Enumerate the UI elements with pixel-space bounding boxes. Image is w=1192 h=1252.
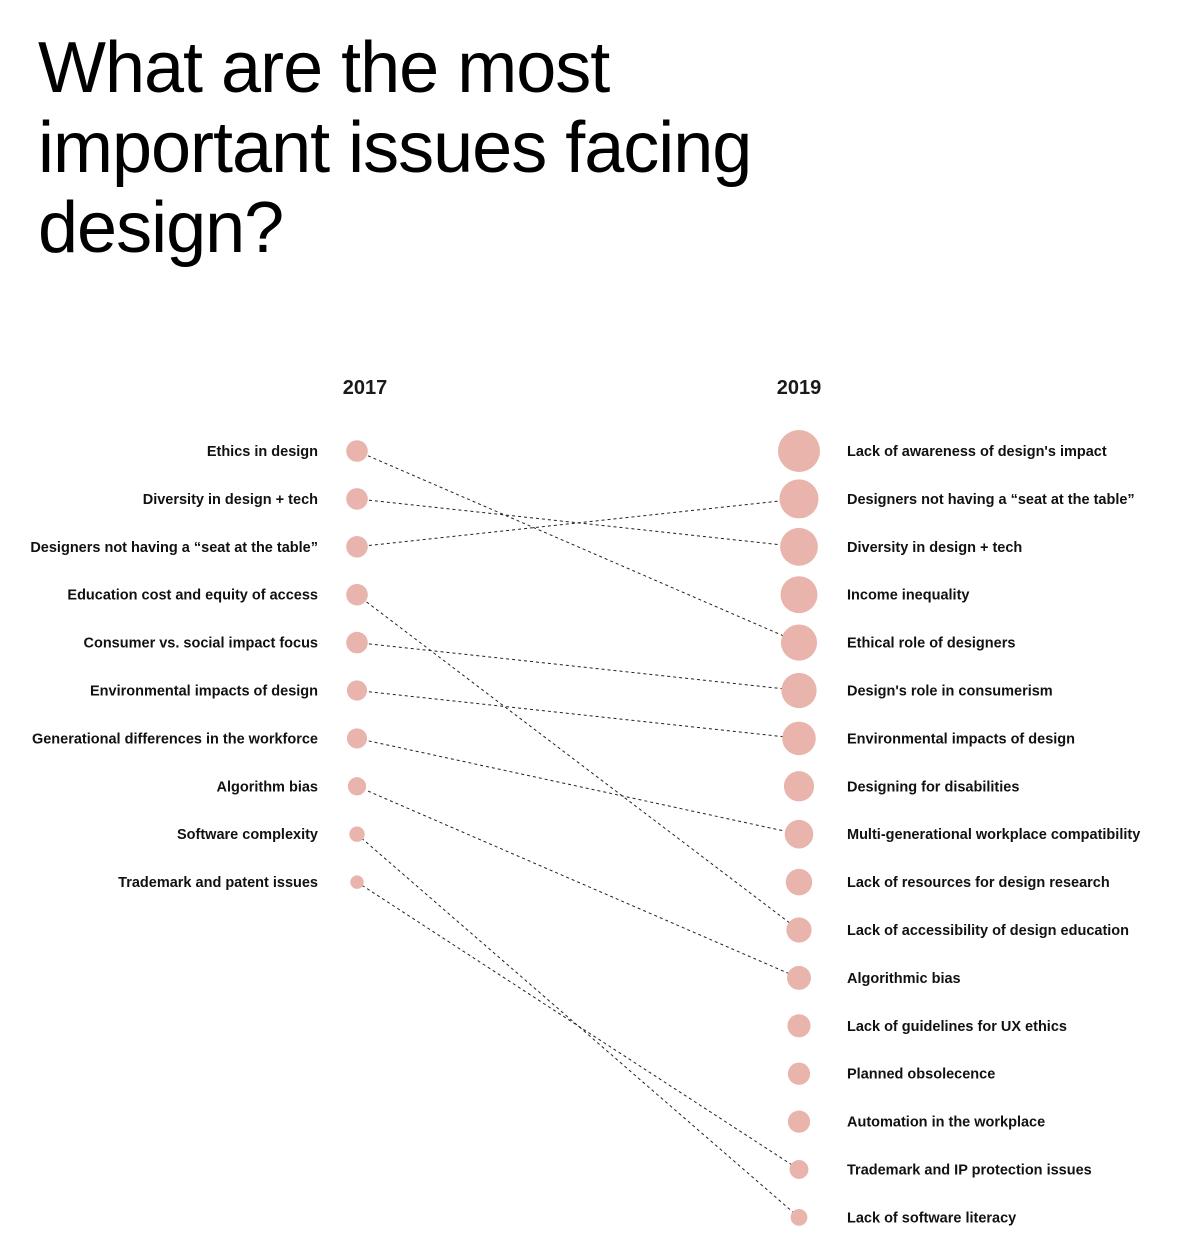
marker-2017: [346, 728, 368, 749]
connector-line: [356, 833, 800, 1218]
label-2017: Education cost and equity of access: [67, 588, 318, 604]
marker-2019: [782, 721, 816, 756]
rank-markers: [346, 430, 820, 1226]
rank-labels: Ethics in design Diversity in design + te…: [30, 444, 1140, 1226]
marker-2019: [787, 965, 811, 990]
label-2017: Designers not having a “seat at the tabl…: [30, 540, 318, 556]
connector-line: [356, 594, 800, 931]
label-2019: Automation in the workplace: [847, 1115, 1045, 1131]
label-2017: Generational differences in the workforc…: [32, 731, 318, 747]
marker-2019: [784, 819, 814, 849]
marker-2017: [350, 875, 364, 889]
label-2019: Lack of accessibility of design educatio…: [847, 923, 1129, 939]
label-2017: Diversity in design + tech: [143, 492, 318, 508]
column-headers: 2017 2019: [343, 377, 822, 399]
connector-line: [356, 785, 800, 979]
marker-2019: [787, 1062, 811, 1085]
connector-lines: [356, 450, 800, 1218]
label-2019: Lack of software literacy: [847, 1210, 1016, 1226]
label-2019: Ethical role of designers: [847, 636, 1015, 652]
connector-line: [356, 642, 800, 691]
connector-line: [356, 737, 800, 835]
marker-2019: [783, 771, 815, 802]
marker-2019: [779, 479, 819, 519]
label-2019: Planned obsolecence: [847, 1067, 995, 1083]
marker-2017: [346, 680, 368, 701]
marker-2017: [346, 440, 368, 462]
label-2019: Algorithmic bias: [847, 971, 961, 987]
connector-line: [356, 498, 800, 548]
connector-line: [356, 450, 800, 644]
marker-2019: [785, 868, 813, 896]
marker-2019: [781, 672, 817, 709]
label-2017: Algorithm bias: [216, 779, 318, 795]
label-2019: Designers not having a “seat at the tabl…: [847, 492, 1135, 508]
label-2017: Software complexity: [177, 827, 318, 843]
label-2017: Consumer vs. social impact focus: [84, 636, 319, 652]
label-2019: Design's role in consumerism: [847, 684, 1053, 700]
label-2017: Trademark and patent issues: [118, 875, 318, 891]
marker-2019: [780, 624, 818, 661]
marker-2017: [346, 583, 368, 606]
marker-2017: [347, 777, 367, 796]
marker-2019: [780, 576, 818, 614]
marker-2017: [349, 826, 365, 842]
marker-2019: [787, 1014, 811, 1038]
connector-line: [356, 881, 800, 1170]
label-2019: Multi-generational workplace compatibili…: [847, 827, 1140, 843]
label-2019: Designing for disabilities: [847, 779, 1019, 795]
marker-2019: [789, 1160, 809, 1179]
label-2017: Environmental impacts of design: [90, 684, 318, 700]
year-header-left: 2017: [343, 377, 388, 399]
label-2019: Diversity in design + tech: [847, 540, 1022, 556]
year-header-right: 2019: [777, 377, 822, 399]
label-2019: Lack of awareness of design's impact: [847, 444, 1107, 460]
marker-2017: [346, 488, 368, 510]
label-2019: Trademark and IP protection issues: [847, 1163, 1092, 1179]
page-title: What are the most important issues facin…: [38, 28, 752, 268]
label-2019: Lack of resources for design research: [847, 875, 1110, 891]
connector-line: [356, 690, 800, 739]
label-2019: Lack of guidelines for UX ethics: [847, 1019, 1067, 1035]
marker-2019: [778, 430, 820, 472]
marker-2019: [780, 527, 818, 566]
label-2019: Environmental impacts of design: [847, 731, 1075, 747]
marker-2019: [790, 1209, 808, 1226]
label-2019: Income inequality: [847, 588, 969, 604]
marker-2019: [786, 917, 812, 943]
label-2017: Ethics in design: [207, 444, 318, 460]
marker-2017: [346, 536, 368, 558]
marker-2017: [346, 631, 368, 654]
marker-2019: [787, 1110, 811, 1133]
